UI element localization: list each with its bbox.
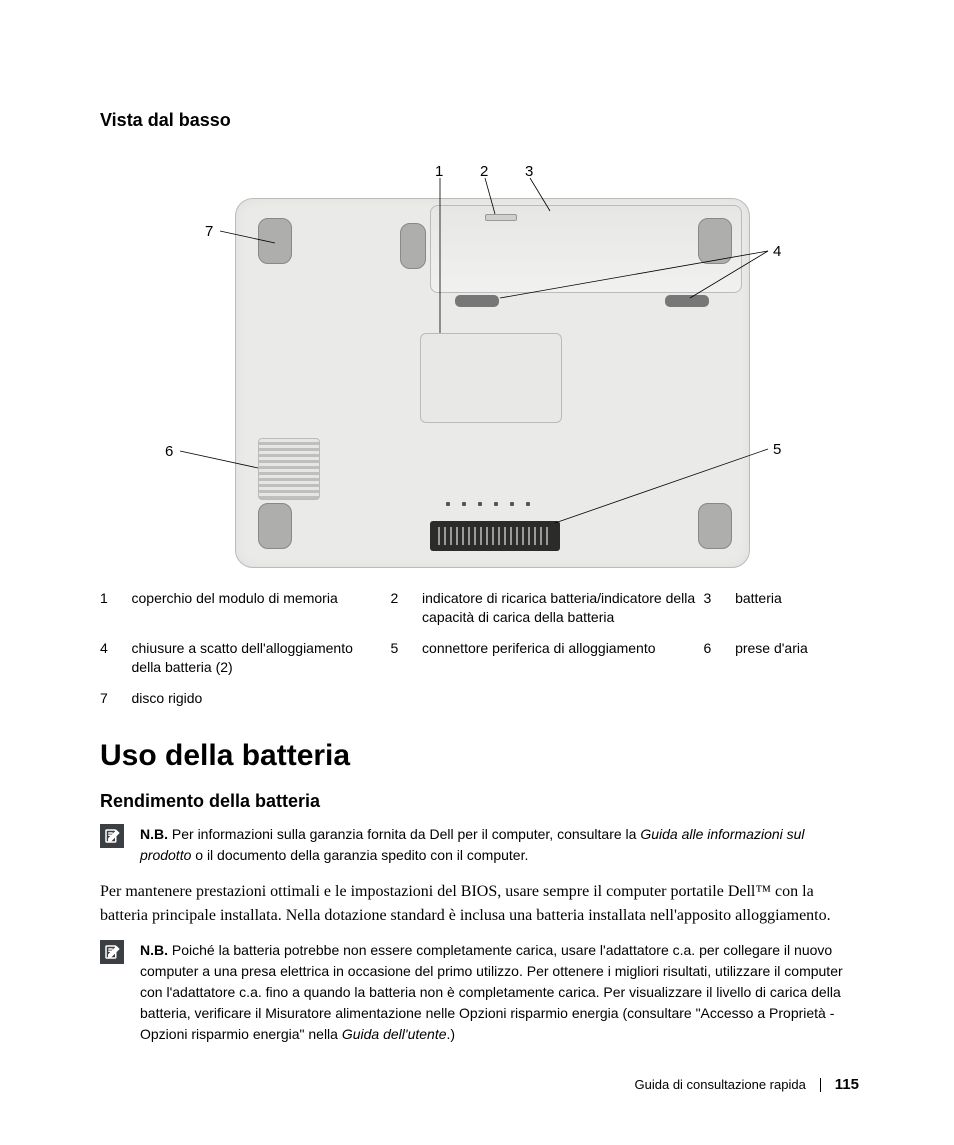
callout-number: 4 [773, 243, 781, 260]
note-text: N.B. Per informazioni sulla garanzia for… [140, 824, 859, 866]
part-number: 6 [704, 633, 736, 683]
parts-legend-table: 1 coperchio del modulo di memoria 2 indi… [100, 583, 859, 713]
battery [430, 205, 742, 293]
note-text-part: o il documento della garanzia spedito co… [191, 847, 528, 863]
callout-number: 6 [165, 443, 173, 460]
note-icon-col [100, 824, 128, 866]
part-number: 1 [100, 583, 132, 633]
bottom-view-diagram: 1 2 3 4 5 6 7 [100, 143, 860, 573]
part-label: coperchio del modulo di memoria [132, 583, 391, 633]
battery-latch [455, 295, 499, 307]
air-vent [258, 438, 320, 500]
part-label: connettore periferica di alloggiamento [422, 633, 704, 683]
note-prefix: N.B. [140, 942, 168, 958]
rubber-foot [258, 503, 292, 549]
document-page: Vista dal basso 1 2 3 4 5 6 7 1 coperchio del … [0, 0, 954, 1145]
note-text-part: Per informazioni sulla garanzia fornita … [168, 826, 640, 842]
part-label: disco rigido [132, 683, 391, 714]
note-text-part: .) [447, 1026, 456, 1042]
callout-number: 5 [773, 441, 781, 458]
table-row: 7 disco rigido [100, 683, 859, 714]
part-number: 7 [100, 683, 132, 714]
alignment-dots [440, 493, 536, 511]
footer-title: Guida di consultazione rapida [635, 1077, 806, 1092]
note-prefix: N.B. [140, 826, 168, 842]
heading-vista-dal-basso: Vista dal basso [100, 110, 859, 131]
part-label: batteria [735, 583, 859, 633]
note-text: N.B. Poiché la batteria potrebbe non ess… [140, 940, 859, 1045]
callout-number: 7 [205, 223, 213, 240]
footer-separator [820, 1078, 821, 1092]
part-number: 3 [704, 583, 736, 633]
callout-number: 2 [480, 163, 488, 180]
table-row: 1 coperchio del modulo di memoria 2 indi… [100, 583, 859, 633]
part-number: 4 [100, 633, 132, 683]
note-italic: Guida dell'utente [342, 1026, 447, 1042]
rubber-foot [400, 223, 426, 269]
memory-cover [420, 333, 562, 423]
page-number: 115 [835, 1076, 859, 1093]
note-icon [100, 824, 124, 848]
rubber-foot [258, 218, 292, 264]
note-icon [100, 940, 124, 964]
note-text-part: Poiché la batteria potrebbe non essere c… [140, 942, 843, 1042]
table-row: 4 chiusure a scatto dell'alloggiamento d… [100, 633, 859, 683]
heading-uso-della-batteria: Uso della batteria [100, 739, 859, 773]
part-label: chiusure a scatto dell'alloggiamento del… [132, 633, 391, 683]
body-paragraph: Per mantenere prestazioni ottimali e le … [100, 880, 859, 928]
part-label: prese d'aria [735, 633, 859, 683]
heading-rendimento: Rendimento della batteria [100, 791, 859, 812]
callout-number: 1 [435, 163, 443, 180]
part-label: indicatore di ricarica batteria/indicato… [422, 583, 704, 633]
note-icon-col [100, 940, 128, 1045]
rubber-foot [698, 503, 732, 549]
part-number: 5 [391, 633, 423, 683]
page-footer: Guida di consultazione rapida 115 [635, 1076, 859, 1093]
battery-indicator [485, 214, 517, 221]
docking-connector [430, 521, 560, 551]
callout-number: 3 [525, 163, 533, 180]
battery-latch [665, 295, 709, 307]
rubber-foot [698, 218, 732, 264]
part-number: 2 [391, 583, 423, 633]
note-block: N.B. Poiché la batteria potrebbe non ess… [100, 940, 859, 1045]
note-block: N.B. Per informazioni sulla garanzia for… [100, 824, 859, 866]
